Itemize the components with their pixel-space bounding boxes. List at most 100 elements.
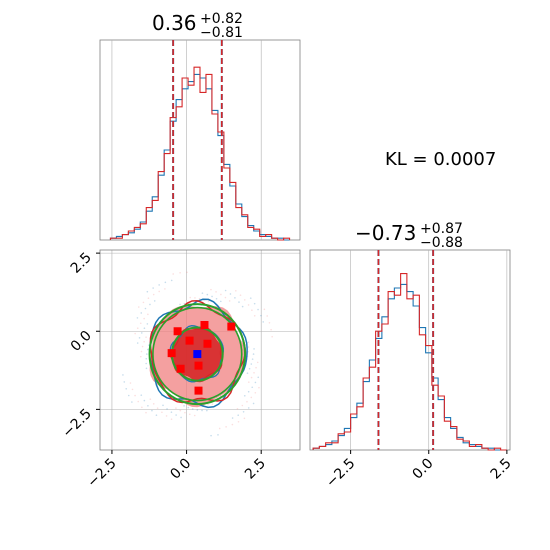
joint-scatter-point bbox=[251, 358, 254, 360]
joint-scatter-point bbox=[134, 394, 136, 397]
joint-scatter-point bbox=[254, 391, 257, 394]
joint-scatter-point bbox=[268, 321, 271, 324]
joint-scatter-point bbox=[243, 417, 246, 420]
marginal-x-title-value: 0.36 bbox=[152, 11, 197, 35]
joint-scatter-point bbox=[145, 367, 148, 370]
joint-scatter-point bbox=[198, 297, 201, 300]
joint-scatter-point bbox=[262, 321, 265, 323]
joint-scatter-point bbox=[250, 396, 253, 399]
joint-scatter-point bbox=[188, 413, 191, 416]
joint-scatter-point bbox=[143, 399, 146, 402]
marginal-y-frame bbox=[309, 249, 511, 451]
marginal-y-xtick-label-1: 0.0 bbox=[410, 456, 437, 483]
joint-scatter-point bbox=[250, 376, 253, 379]
joint-frame bbox=[99, 249, 301, 451]
joint-scatter-point bbox=[149, 303, 151, 306]
joint-scatter-point bbox=[129, 382, 132, 384]
joint-scatter-point bbox=[161, 411, 163, 414]
marginal-y-quantiles bbox=[377, 250, 435, 450]
joint-red-marker-0 bbox=[173, 327, 182, 336]
joint-scatter-point bbox=[271, 335, 273, 338]
joint-scatter-point bbox=[179, 271, 181, 274]
marginal-y-title-lower: −0.88 bbox=[420, 235, 463, 251]
joint-scatter-point bbox=[183, 302, 186, 305]
marginal-x-series bbox=[109, 66, 291, 241]
joint-scatter-point bbox=[211, 295, 213, 298]
joint-x-ticks: −2.5 0.0 2.5 bbox=[84, 450, 269, 491]
joint-scatter-point bbox=[219, 300, 222, 303]
joint-scatter-point bbox=[249, 297, 252, 299]
joint-scatter-point bbox=[206, 409, 208, 412]
joint-scatter-point bbox=[146, 348, 149, 351]
joint-scatter-point bbox=[201, 292, 204, 294]
joint-scatter-point bbox=[137, 306, 140, 308]
joint-scatter-point bbox=[237, 420, 240, 423]
joint-scatter-point bbox=[224, 296, 227, 299]
joint-scatter-point bbox=[248, 367, 251, 370]
joint-scatter-point bbox=[187, 406, 190, 409]
joint-scatter-point bbox=[147, 313, 149, 316]
joint-scatter-point bbox=[194, 297, 196, 299]
joint-scatter-point bbox=[123, 381, 126, 383]
joint-scatter-point bbox=[134, 332, 136, 335]
marginal-x-title-lower: −0.81 bbox=[200, 25, 243, 41]
joint-scatter-point bbox=[152, 287, 154, 289]
joint-y-ticks: 2.5 0.0 −2.5 bbox=[59, 250, 100, 441]
joint-scatter-point bbox=[153, 300, 156, 302]
joint-ytick-label-0: 2.5 bbox=[68, 250, 95, 277]
joint-scatter-point bbox=[155, 414, 158, 416]
joint-scatter-point bbox=[144, 307, 147, 310]
marginal-x-series-blue bbox=[109, 73, 290, 241]
joint-scatter-point bbox=[175, 414, 177, 416]
joint-outer-gaussian-contour-green bbox=[148, 303, 247, 406]
joint-scatter-point bbox=[247, 407, 250, 409]
joint-scatter-point bbox=[236, 408, 239, 410]
joint-scatter-point bbox=[196, 409, 199, 411]
joint-red-marker-1 bbox=[200, 321, 209, 329]
joint-scatter-point bbox=[251, 386, 254, 389]
joint-scatter-point bbox=[247, 304, 250, 306]
joint-scatter-point bbox=[136, 317, 139, 319]
joint-xtick-label-0: −2.5 bbox=[84, 456, 119, 491]
joint-scatter-point bbox=[253, 348, 255, 350]
marginal-y-series bbox=[312, 273, 507, 451]
joint-scatter-point bbox=[266, 315, 269, 317]
joint-scatter-point bbox=[237, 414, 240, 416]
joint-red-marker-7 bbox=[194, 386, 203, 395]
joint-scatter-point bbox=[127, 394, 130, 397]
joint-scatter-point bbox=[149, 398, 152, 400]
joint-scatter-point bbox=[217, 434, 219, 436]
joint-scatter-point bbox=[258, 386, 260, 389]
joint-scatter-point bbox=[143, 317, 145, 320]
marginal-x-panel: 0.36 +0.82 −0.81 bbox=[99, 11, 301, 241]
joint-scatter-point bbox=[164, 281, 167, 284]
joint-scatter-point bbox=[220, 293, 222, 296]
joint-scatter-point bbox=[179, 303, 181, 306]
joint-scatter-point bbox=[241, 305, 244, 308]
joint-scatter-point bbox=[207, 403, 209, 406]
joint-xtick-label-2: 2.5 bbox=[242, 456, 269, 483]
joint-scatter-point bbox=[191, 408, 194, 410]
joint-scatter-point bbox=[146, 323, 149, 325]
joint-outer-gaussian-contour-green-2 bbox=[152, 306, 243, 402]
joint-scatter-point bbox=[234, 297, 236, 299]
marginal-x-grid bbox=[111, 40, 262, 240]
joint-red-marker-8 bbox=[185, 336, 194, 345]
joint-red-marker-2 bbox=[227, 322, 236, 331]
joint-scatter-point bbox=[252, 402, 255, 405]
joint-ytick-label-2: −2.5 bbox=[59, 406, 94, 441]
joint-scatter-point bbox=[131, 401, 133, 403]
joint-scatter-point bbox=[260, 314, 262, 317]
joint-scatter-point bbox=[252, 353, 255, 355]
joint-scatter-point bbox=[145, 411, 147, 414]
marginal-x-series-red bbox=[109, 66, 291, 241]
joint-scatter-point bbox=[139, 355, 142, 358]
joint-red-marker-5 bbox=[176, 364, 185, 373]
joint-scatter-point bbox=[206, 293, 209, 296]
joint-scatter-point bbox=[257, 308, 259, 311]
joint-scatter-point bbox=[138, 337, 141, 339]
joint-scatter-point bbox=[141, 406, 143, 409]
joint-scatter-point bbox=[145, 362, 147, 365]
joint-scatter-point bbox=[215, 297, 218, 300]
joint-scatter-point bbox=[243, 394, 246, 397]
